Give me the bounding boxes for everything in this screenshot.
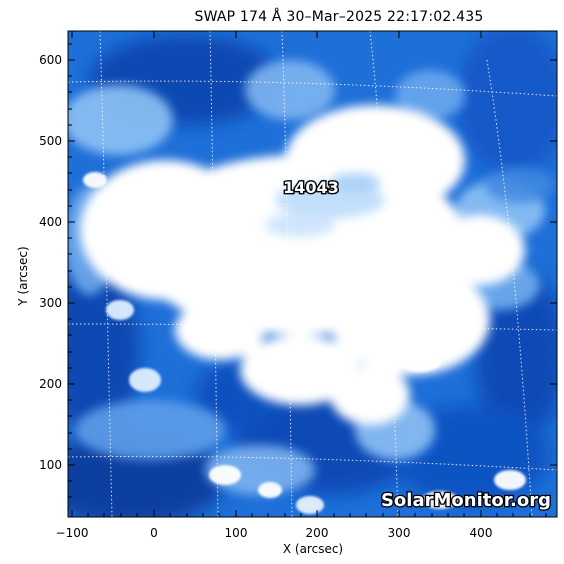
y-tick-labels: 100 200 300 400 500 600 [39,53,62,472]
solarmonitor-watermark: SolarMonitor.org [381,490,551,511]
solar-image [68,31,557,517]
x-axis-ticks [71,31,547,517]
y-tick-label: 100 [39,458,62,472]
y-axis-label: Y (arcsec) [16,246,30,306]
x-tick-label: 100 [225,526,248,540]
x-tick-label: 300 [388,526,411,540]
x-tick-label: 0 [150,526,158,540]
core-loop-structure [265,167,555,237]
x-tick-labels: −100 0 100 200 300 400 [56,526,493,540]
y-tick-label: 200 [39,377,62,391]
plot-frame [67,30,558,518]
x-tick-label: 400 [470,526,493,540]
x-axis-label: X (arcsec) [283,542,343,556]
y-tick-label: 400 [39,215,62,229]
y-axis-ticks [68,43,557,498]
y-tick-label: 300 [39,296,62,310]
coordinate-grid [68,31,557,517]
bright-point-features [83,172,526,514]
y-tick-label: 500 [39,134,62,148]
x-tick-label: −100 [56,526,89,540]
y-tick-label: 600 [39,53,62,67]
x-tick-label: 200 [306,526,329,540]
active-region-number: 14043 [283,178,339,197]
plot-title: SWAP 174 Å 30–Mar–2025 22:17:02.435 [195,8,484,25]
